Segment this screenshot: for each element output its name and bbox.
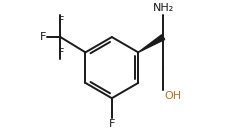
- Text: F: F: [58, 16, 64, 26]
- Text: F: F: [40, 32, 46, 42]
- Polygon shape: [138, 35, 164, 52]
- Text: OH: OH: [163, 91, 180, 101]
- Text: F: F: [108, 119, 115, 129]
- Text: NH₂: NH₂: [152, 4, 173, 14]
- Text: F: F: [58, 48, 64, 58]
